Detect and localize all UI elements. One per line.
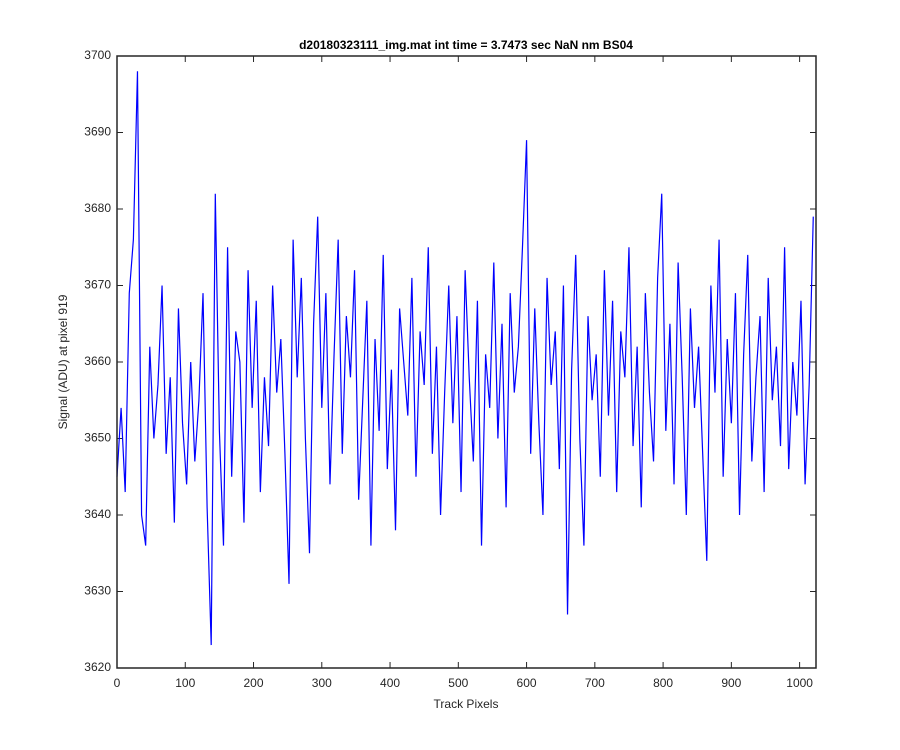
- x-tick-label: 900: [721, 676, 741, 690]
- y-tick-label: 3660: [84, 354, 111, 368]
- x-axis-label: Track Pixels: [434, 697, 499, 711]
- x-tick-label: 0: [114, 676, 121, 690]
- y-tick-label: 3630: [84, 584, 111, 598]
- x-tick-label: 200: [244, 676, 264, 690]
- x-tick-label: 800: [653, 676, 673, 690]
- x-tick-label: 500: [448, 676, 468, 690]
- series-line: [116, 71, 814, 646]
- chart-title: d20180323111_img.mat int time = 3.7473 s…: [299, 38, 633, 52]
- x-tick-label: 400: [380, 676, 400, 690]
- x-tick-label: 600: [517, 676, 537, 690]
- x-tick-label: 300: [312, 676, 332, 690]
- x-tick-label: 1000: [786, 676, 813, 690]
- y-tick-label: 3640: [84, 507, 111, 521]
- plot-frame: [116, 55, 817, 669]
- y-tick-label: 3680: [84, 201, 111, 215]
- y-tick-label: 3670: [84, 278, 111, 292]
- y-tick-label: 3650: [84, 431, 111, 445]
- x-tick-label: 700: [585, 676, 605, 690]
- y-tick-label: 3690: [84, 125, 111, 139]
- y-axis-label: Signal (ADU) at pixel 919: [56, 294, 70, 429]
- y-tick-label: 3620: [84, 660, 111, 674]
- x-tick-label: 100: [175, 676, 195, 690]
- y-tick-label: 3700: [84, 48, 111, 62]
